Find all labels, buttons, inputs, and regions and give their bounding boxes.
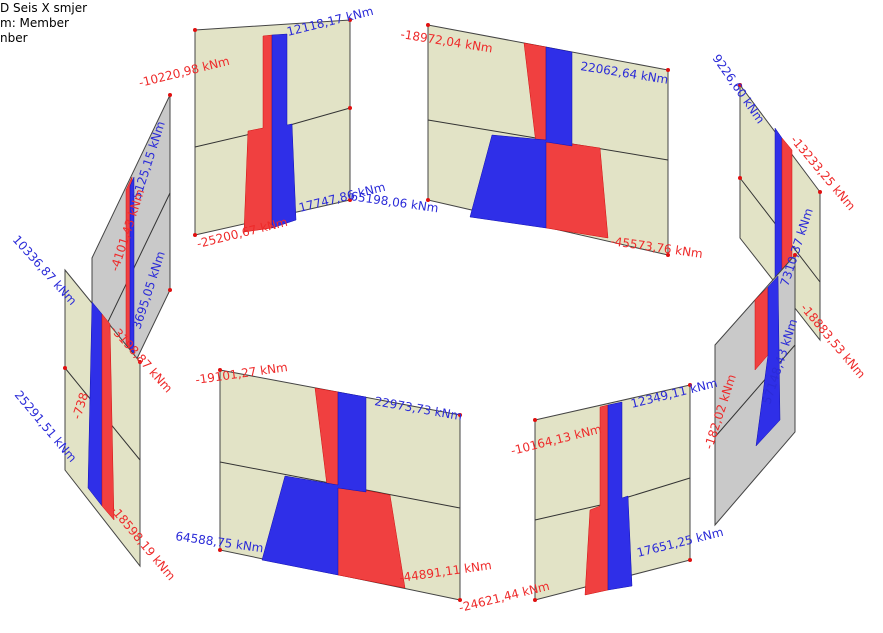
moment-red (754, 286, 769, 371)
header: D Seis X smjer m: Member nber (0, 1, 87, 45)
moment-label: 65198,06 kNm (350, 189, 440, 215)
moment-label: 10336,87 kNm (10, 233, 80, 308)
moment-blue (271, 33, 297, 229)
moment-label: 9226,60 kNm (710, 52, 768, 126)
moment-red (101, 313, 115, 521)
moment-blue (774, 127, 783, 291)
header-line: m: Member (0, 16, 69, 30)
moment-blue (261, 391, 367, 576)
header-line: D Seis X smjer (0, 1, 87, 15)
moment-label: -18883,53 kNm (798, 301, 869, 381)
moment-blue (607, 401, 633, 591)
moment-label: -18598,19 kNm (108, 503, 179, 583)
moment-blue (755, 275, 781, 447)
nodes (63, 18, 822, 602)
header-line: nber (0, 31, 28, 45)
moment-blue (469, 46, 573, 229)
panels (64, 19, 821, 601)
